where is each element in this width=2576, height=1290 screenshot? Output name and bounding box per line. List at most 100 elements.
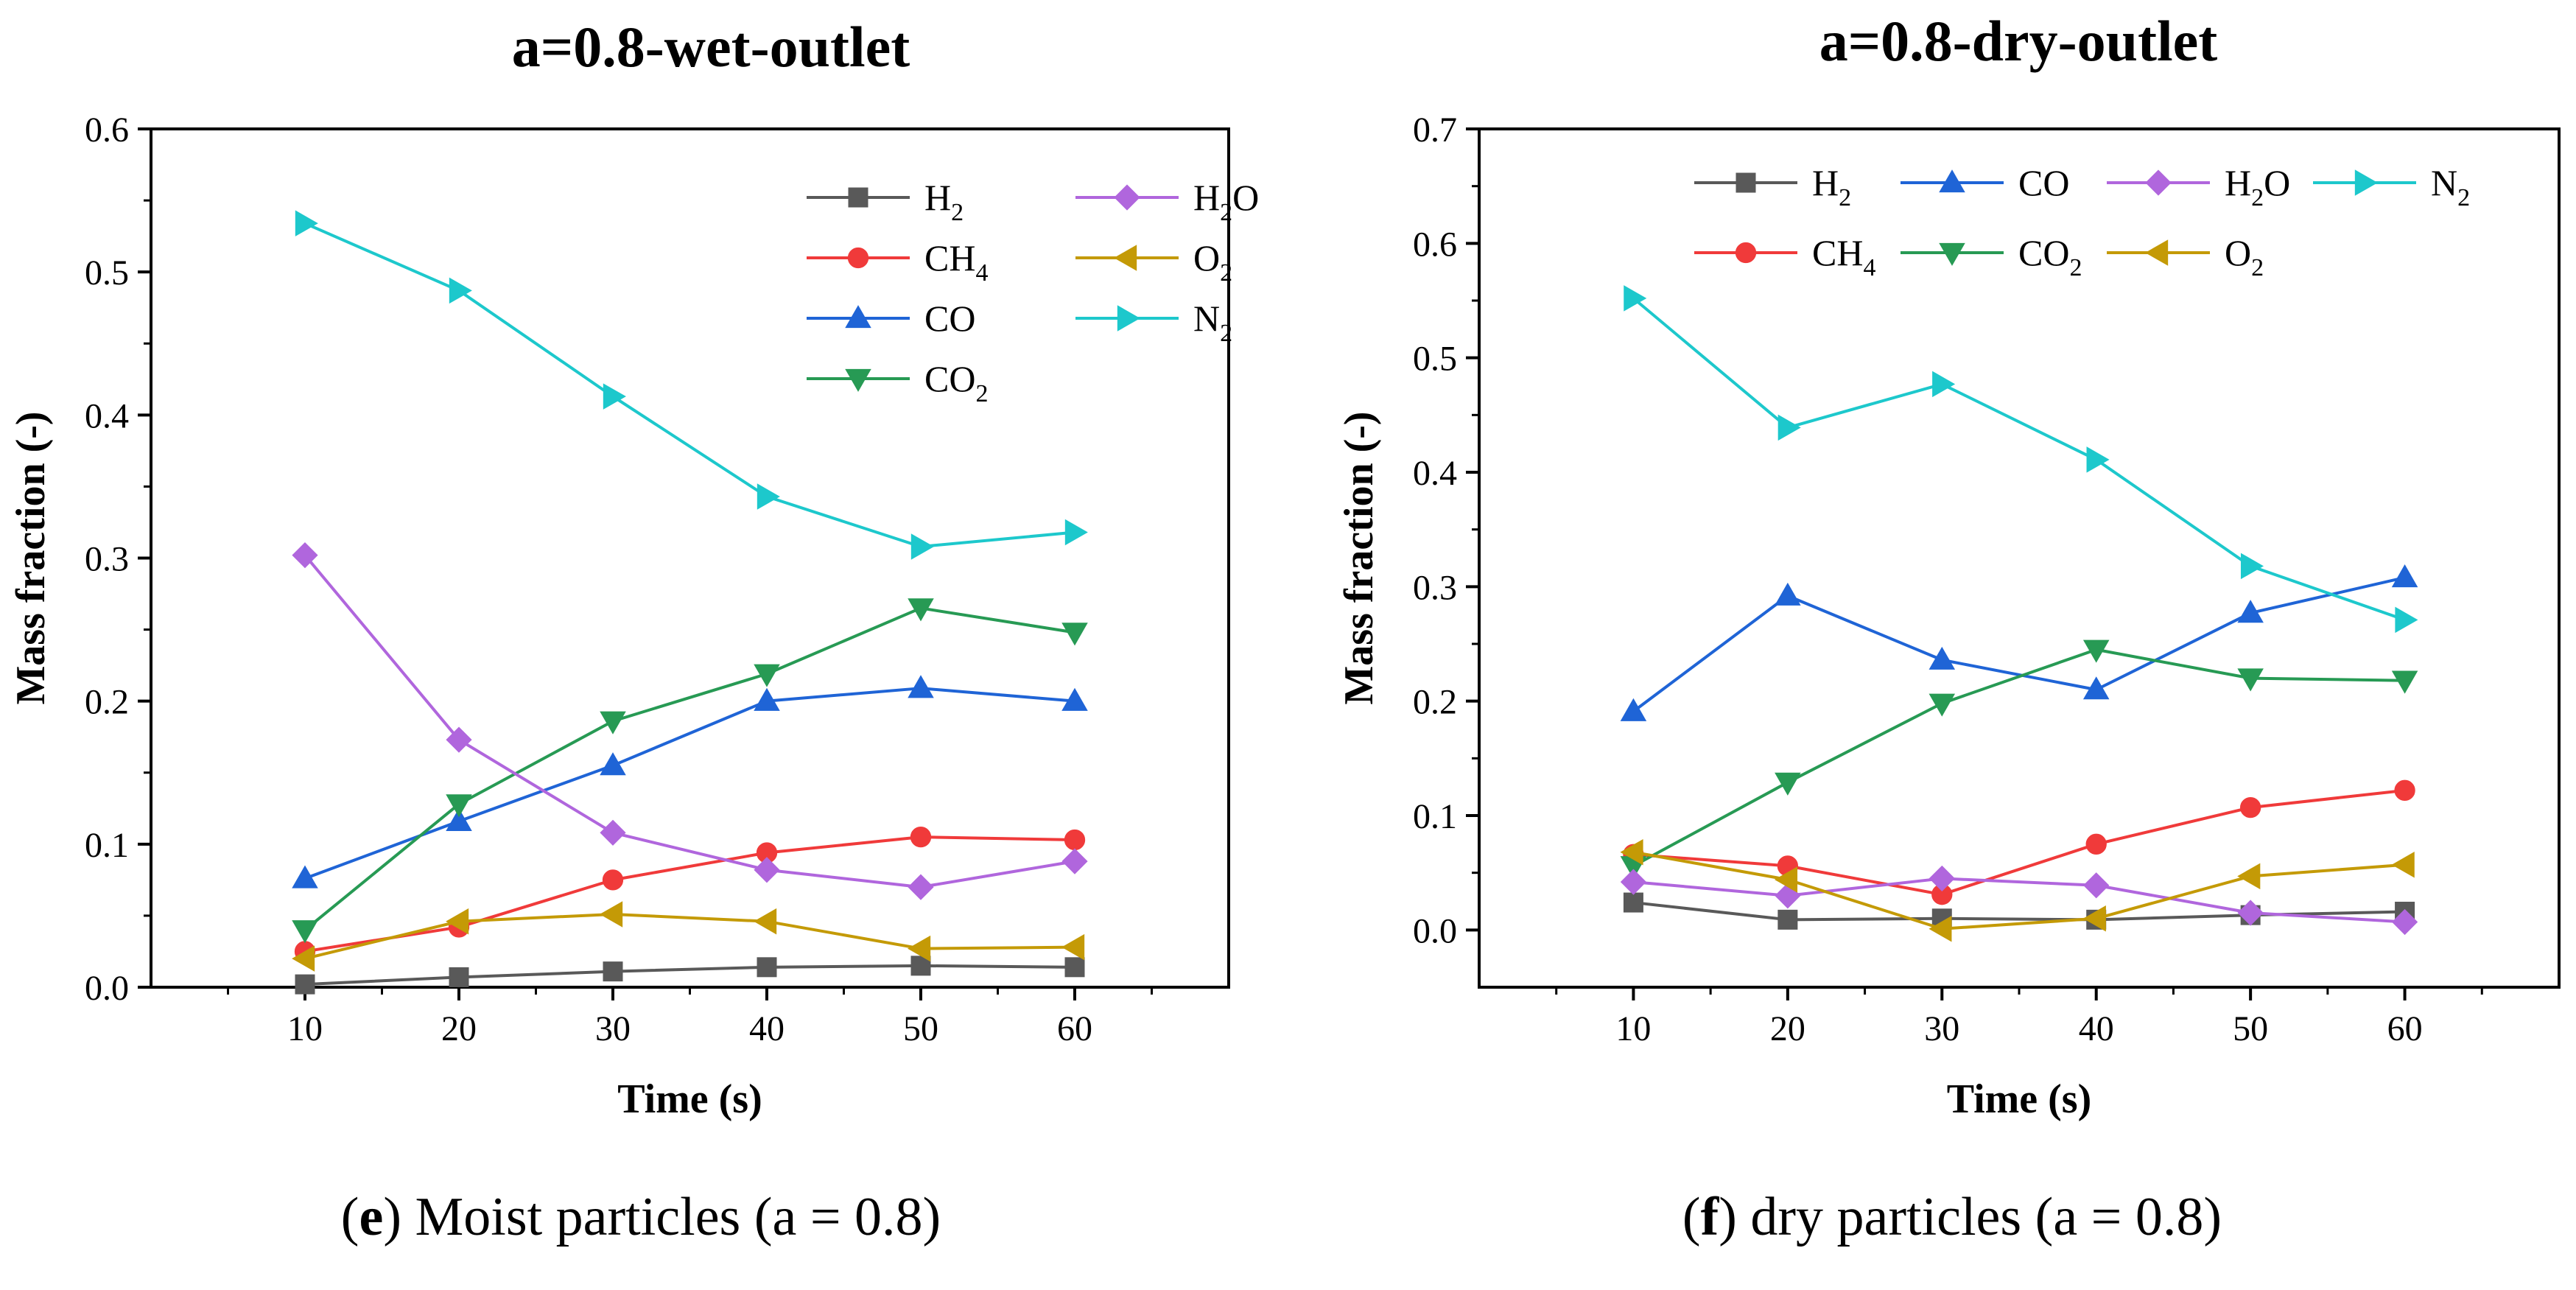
data-point-co2-50 [908, 598, 934, 622]
series-line-co2 [1632, 648, 2405, 868]
legend-marker-co2 [1939, 242, 1965, 266]
chart-title: a=0.8-dry-outlet [1819, 9, 2218, 73]
data-point-h2o-40 [2083, 872, 2110, 899]
legend-label-h2: H2 [1812, 162, 1851, 211]
data-point-h2-10 [295, 974, 315, 995]
data-point-n2-50 [2240, 553, 2264, 580]
data-point-o2-60 [1061, 933, 1085, 961]
legend-label-ch4: CH4 [924, 237, 988, 287]
data-point-co2-40 [754, 664, 780, 687]
data-point-o2-10 [292, 945, 315, 972]
series-line-o2 [1633, 850, 2405, 930]
data-point-n2-20 [1777, 414, 1801, 441]
legend-item-n2: N2 [2313, 162, 2470, 211]
data-point-co-20 [446, 807, 472, 831]
data-point-co-60 [2391, 564, 2418, 588]
x-tick-label: 40 [749, 1009, 785, 1048]
data-point-co2-20 [446, 794, 472, 818]
series-line-n2 [1632, 297, 2406, 622]
legend-item-h2o: H2O [1075, 177, 1259, 226]
data-point-ch4-40 [2085, 833, 2107, 855]
data-point-h2o-30 [1929, 865, 1955, 892]
data-point-h2o-60 [1061, 848, 1088, 874]
y-tick-label: 0.1 [1413, 797, 1457, 836]
legend-marker-ch4 [1735, 242, 1757, 264]
x-axis-label: Time (s) [617, 1076, 762, 1122]
y-tick-label: 0.0 [85, 969, 129, 1008]
legend: H2 CO H2O N2 CH4 CO2 O2 [1694, 162, 2470, 281]
data-point-co2-60 [1061, 623, 1088, 646]
y-tick-label: 0.2 [85, 683, 129, 722]
data-point-h2-20 [449, 967, 469, 987]
data-point-co-20 [1775, 582, 1801, 606]
legend-marker-h2o [1114, 184, 1140, 211]
data-point-n2-50 [910, 533, 934, 560]
data-point-ch4-60 [1064, 829, 1086, 851]
data-point-h2-60 [1064, 957, 1085, 978]
y-tick-label: 0.3 [1413, 568, 1457, 607]
legend-label-co: CO [924, 298, 975, 339]
data-point-h2o-60 [2391, 908, 2418, 936]
legend-item-n2: N2 [1075, 298, 1232, 347]
legend-item-co: CO [807, 298, 975, 339]
series-o2 [292, 901, 1085, 972]
data-point-n2-60 [2395, 606, 2418, 634]
data-point-o2-20 [446, 908, 469, 935]
series-line-o2 [304, 912, 1075, 961]
legend-label-ch4: CH4 [1812, 232, 1875, 281]
legend-marker-co [1939, 169, 1965, 193]
data-point-co2-10 [292, 920, 318, 944]
data-point-co-40 [2082, 676, 2110, 700]
chart-title: a=0.8-wet-outlet [512, 15, 910, 79]
legend-label-co: CO [2018, 162, 2069, 203]
series-h2 [295, 956, 1085, 995]
data-point-o2-20 [1774, 866, 1798, 893]
y-tick-label: 0.5 [85, 253, 129, 292]
data-point-co-30 [600, 752, 626, 776]
data-point-co-40 [754, 687, 780, 711]
legend: H2 H2O CH4 O2 CO N2 CO2 [807, 177, 1259, 407]
series-line-n2 [304, 222, 1075, 548]
data-point-o2-40 [2082, 905, 2106, 932]
data-point-h2o-50 [908, 874, 934, 900]
data-point-co2-50 [2237, 668, 2264, 692]
legend-item-o2: O2 [2107, 232, 2264, 281]
data-point-h2o-40 [754, 857, 780, 883]
data-point-co2-60 [2391, 670, 2418, 694]
data-point-n2-40 [2086, 446, 2110, 473]
legend-label-o2: O2 [2225, 232, 2264, 281]
legend-marker-n2 [1117, 305, 1140, 332]
legend-marker-co2 [845, 368, 871, 392]
x-tick-label: 60 [2387, 1009, 2423, 1048]
data-point-n2-40 [757, 483, 780, 510]
legend-item-co2: CO2 [1901, 232, 2082, 281]
y-tick-label: 0.5 [1413, 340, 1457, 379]
y-tick-label: 0.6 [1413, 225, 1457, 264]
series-line-h2o [303, 554, 1075, 889]
data-point-ch4-50 [2239, 796, 2261, 818]
series-line-co [1632, 575, 2406, 713]
data-point-o2-30 [600, 901, 623, 928]
x-tick-label: 20 [441, 1009, 477, 1048]
legend-label-n2: N2 [2431, 162, 2470, 211]
y-tick-label: 0.3 [85, 540, 129, 579]
data-point-o2-50 [2237, 863, 2261, 890]
series-n2 [1624, 285, 2418, 634]
legend-item-o2: O2 [1075, 237, 1232, 287]
x-tick-label: 30 [1924, 1009, 1959, 1048]
legend-label-o2: O2 [1193, 237, 1232, 287]
series-h2o [292, 542, 1088, 900]
data-point-n2-20 [449, 277, 472, 304]
legend-marker-h2o [2145, 169, 2172, 196]
legend-label-h2: H2 [924, 177, 964, 226]
legend-marker-o2 [1114, 245, 1137, 271]
data-point-n2-30 [603, 383, 626, 410]
x-tick-label: 50 [903, 1009, 938, 1048]
data-point-ch4-50 [910, 826, 932, 848]
legend-item-co: CO [1901, 162, 2069, 203]
series-ch4 [1623, 779, 2415, 905]
series-line-ch4 [1633, 788, 2405, 897]
data-point-n2-30 [1932, 371, 1956, 398]
y-tick-label: 0.4 [1413, 454, 1457, 493]
